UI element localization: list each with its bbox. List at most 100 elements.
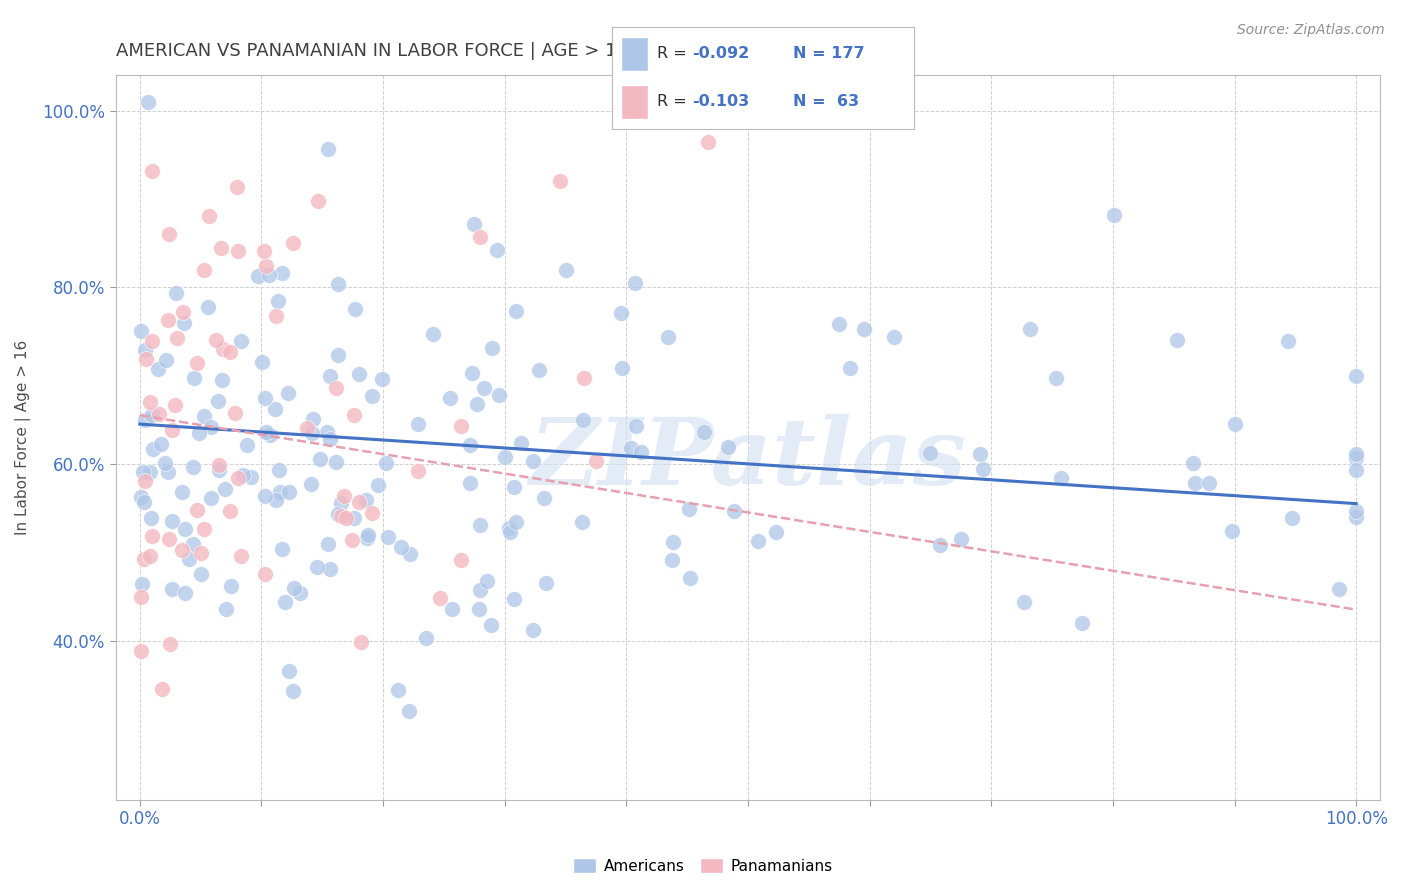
Point xyxy=(288,586,311,600)
Point xyxy=(1346,504,1368,518)
Point xyxy=(1184,475,1206,490)
Text: ZIPatlas: ZIPatlas xyxy=(530,414,966,504)
Point xyxy=(235,438,257,452)
Point xyxy=(200,491,222,505)
Point xyxy=(129,491,152,505)
Point xyxy=(174,586,197,600)
Point xyxy=(319,368,342,383)
Point xyxy=(505,516,527,530)
Point xyxy=(572,413,595,427)
Point xyxy=(165,398,187,412)
Point xyxy=(347,367,370,381)
Point xyxy=(527,363,550,377)
Point xyxy=(406,464,429,478)
Point xyxy=(509,435,531,450)
Point xyxy=(693,425,716,439)
Point xyxy=(883,330,905,344)
Point xyxy=(318,432,340,446)
Point xyxy=(1346,368,1368,383)
Point xyxy=(277,484,299,499)
Point xyxy=(156,465,179,479)
Point xyxy=(340,533,363,547)
Point xyxy=(134,343,156,358)
Point xyxy=(170,542,193,557)
Point xyxy=(208,463,231,477)
Point xyxy=(723,504,745,518)
Point xyxy=(229,334,252,348)
Point xyxy=(141,334,163,348)
Point xyxy=(226,471,249,485)
Point xyxy=(325,381,347,395)
Point xyxy=(209,241,232,255)
Point xyxy=(488,388,510,402)
Point xyxy=(468,518,491,533)
Point xyxy=(356,531,378,545)
Point xyxy=(197,300,219,314)
Point xyxy=(224,406,246,420)
Point xyxy=(1102,208,1125,222)
Point xyxy=(458,475,481,490)
Point xyxy=(148,408,170,422)
Point xyxy=(1277,334,1299,348)
Point xyxy=(415,631,437,645)
Point xyxy=(179,552,201,566)
Point xyxy=(765,525,787,540)
Point xyxy=(950,532,973,546)
Point xyxy=(1166,333,1188,347)
Point xyxy=(678,501,700,516)
Point xyxy=(463,218,485,232)
Point xyxy=(548,174,571,188)
Point xyxy=(211,342,233,356)
Point xyxy=(219,579,242,593)
Point xyxy=(259,427,281,442)
Point xyxy=(207,458,229,472)
Point xyxy=(150,681,173,696)
Point xyxy=(406,417,429,431)
Point xyxy=(257,268,280,282)
Point xyxy=(499,525,522,540)
Point xyxy=(918,445,941,459)
Point xyxy=(219,344,242,359)
Point xyxy=(129,644,152,658)
Point xyxy=(465,396,488,410)
Text: R =: R = xyxy=(657,45,692,61)
Point xyxy=(139,465,162,479)
Point xyxy=(266,492,288,507)
Point xyxy=(343,511,366,525)
Point xyxy=(281,236,304,251)
Point xyxy=(247,269,270,284)
Point xyxy=(326,507,349,521)
Text: R =: R = xyxy=(657,95,692,109)
Point xyxy=(375,456,398,470)
Point xyxy=(149,437,172,451)
Point xyxy=(231,549,253,563)
Point xyxy=(250,355,273,369)
Point xyxy=(166,331,188,345)
Text: N =  63: N = 63 xyxy=(793,95,859,109)
Point xyxy=(717,440,740,454)
Point xyxy=(225,180,247,194)
Point xyxy=(271,266,294,280)
Point xyxy=(146,361,169,376)
Point xyxy=(610,360,633,375)
Point xyxy=(839,361,862,376)
Point xyxy=(389,540,412,554)
Point xyxy=(326,277,349,291)
Point xyxy=(620,441,643,455)
Point xyxy=(610,306,633,320)
Point xyxy=(134,475,156,489)
Point xyxy=(316,142,339,156)
Point xyxy=(1014,595,1036,609)
Point xyxy=(387,683,409,698)
Point xyxy=(136,95,159,109)
Point xyxy=(141,511,163,525)
Point xyxy=(1346,463,1368,477)
Point xyxy=(264,402,287,417)
Point xyxy=(254,425,277,439)
Point xyxy=(377,531,399,545)
Point xyxy=(200,420,222,434)
Point xyxy=(1327,582,1350,596)
Point xyxy=(472,381,495,395)
Point xyxy=(624,419,647,434)
Point xyxy=(253,567,276,582)
